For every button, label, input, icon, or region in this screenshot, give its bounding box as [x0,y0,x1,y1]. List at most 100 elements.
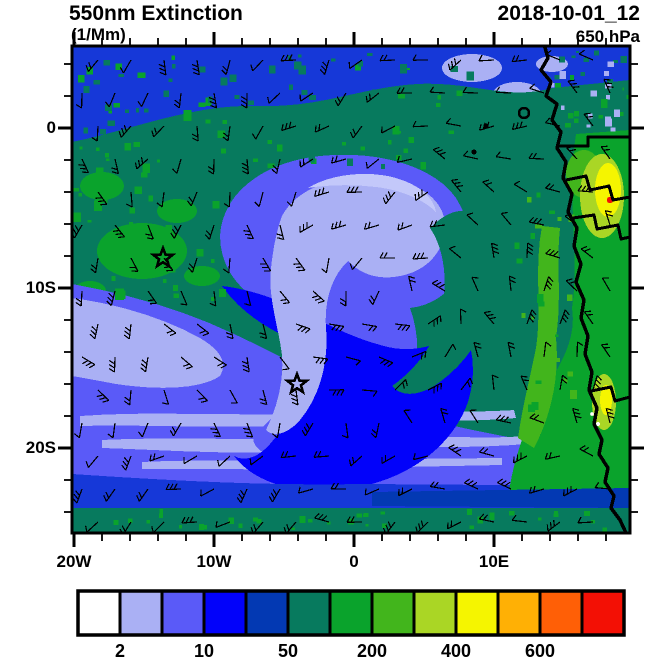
field-speckle [420,162,427,170]
wind-barb [448,245,462,259]
field-speckle [128,518,133,524]
field-speckle [381,164,386,169]
field-speckle [547,368,555,377]
wind-barb [349,125,363,139]
wind-barb [346,186,363,193]
wind-barb [462,150,479,160]
wind-barb [85,521,99,533]
wind-barb [348,59,363,69]
field-speckle [87,219,92,223]
field-speckle [557,217,562,222]
field-speckle [436,102,441,107]
field-speckle [311,117,316,120]
wind-barb [578,49,594,61]
wind-barb [96,389,110,403]
field-speckle [301,90,308,95]
wind-barb [271,158,281,175]
wind-barb [412,54,429,61]
field-speckle [531,402,539,410]
field-speckle [298,54,302,58]
wind-barb [378,356,394,368]
wind-barb [365,92,380,103]
field-speckle [475,89,481,98]
wind-barb [604,210,614,226]
field-speckle [448,130,455,135]
wind-barb [566,146,578,160]
colorbar-cell [286,589,332,637]
wind-barb [331,220,347,230]
field-speckle [607,61,614,67]
field-speckle [267,163,275,169]
field-speckle [221,148,227,154]
field-speckle [134,186,143,195]
field-speckle [559,56,566,63]
wind-barb [601,277,611,292]
wind-barb [223,257,231,274]
wind-barb [75,290,83,307]
wind-barb [382,521,396,533]
extinction-field [72,46,630,533]
wind-barb [466,212,479,226]
wind-barb [528,216,545,226]
field-speckle [590,519,596,524]
wind-barb [564,213,578,226]
colorbar-label-600: 600 [524,641,556,661]
wind-barb [313,450,330,458]
field-speckle [607,78,613,85]
field-speckle [105,153,110,158]
wind-barb [491,374,499,391]
colorbar [76,589,626,637]
field-teal-spiral-arm [392,210,495,394]
field-speckle [129,221,133,226]
wind-barb [311,290,325,304]
field-speckle [467,509,473,516]
wind-barb [545,49,561,61]
wind-barb [381,125,396,134]
field-speckle [564,123,571,128]
field-speckle [367,52,373,57]
field-midgreen-column [518,226,560,448]
wind-barb [445,118,462,127]
wind-barb [321,257,330,274]
wind-barb [497,478,512,490]
wind-barb [299,221,314,233]
wind-barb [364,488,380,496]
wind-barb [156,191,165,208]
wind-barb [145,224,154,240]
wind-barb [241,356,250,373]
wind-barb [314,124,330,133]
country-borders [559,135,630,403]
field-speckle [349,99,354,105]
wind-barb [427,315,442,327]
wind-barb [293,257,306,272]
wind-barb [543,341,552,358]
wind-barb [272,422,281,439]
field-speckle [409,94,418,105]
wind-barb [579,445,594,457]
wind-barb [479,121,495,131]
wind-barb [331,155,347,164]
wind-barb [603,78,614,94]
wind-barb [447,58,462,71]
field-speckle [164,213,168,217]
field-speckle [160,134,169,141]
field-speckle [358,60,363,67]
field-speckle [567,113,574,119]
field-speckle [450,65,458,72]
x-tick-label-10e: 10E [478,552,510,571]
field-speckle [576,50,580,53]
wind-barb [396,87,413,94]
wind-barbs [72,49,615,533]
field-speckle [617,112,624,117]
field-speckle [118,266,126,274]
wind-barb [85,455,99,468]
wind-barb [394,323,411,332]
wind-barb [464,478,479,490]
wind-barb [412,453,429,461]
wind-barb [215,520,231,528]
field-speckle [198,102,206,107]
field-speckle [580,72,585,76]
field-speckle [569,75,574,80]
wind-barb [412,120,429,128]
wind-barb [529,413,545,424]
